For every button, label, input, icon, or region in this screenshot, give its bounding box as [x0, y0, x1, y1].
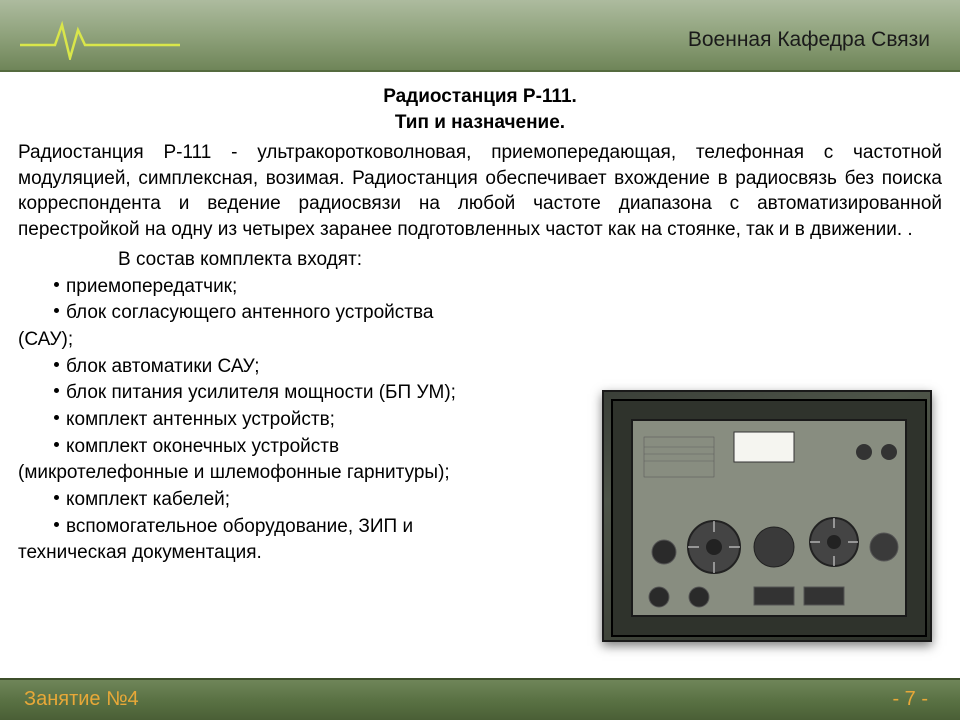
footer-lesson: Занятие №4 [24, 688, 139, 711]
title-line-1: Радиостанция Р-111. [18, 86, 942, 108]
list-item: блок согласующего антенного устройства [18, 301, 538, 326]
bullet-icon [54, 442, 59, 447]
list-item: приемопередатчик; [18, 275, 538, 300]
list-item: комплект оконечных устройств [18, 435, 538, 460]
bullet-icon [54, 308, 59, 313]
bullet-icon [54, 495, 59, 500]
list-item-text: комплект антенных устройств; [66, 409, 335, 430]
list-item-text: вспомогательное оборудование, ЗИП и [66, 516, 413, 537]
list-item: комплект кабелей; [18, 488, 538, 513]
bullet-icon [54, 415, 59, 420]
bullet-icon [54, 522, 59, 527]
ecg-icon [20, 20, 180, 60]
list-item: блок питания усилителя мощности (БП УМ); [18, 381, 538, 406]
list-item-text: блок согласующего антенного устройства [66, 302, 433, 323]
description-paragraph: Радиостанция Р-111 - ультракоротковолнов… [18, 140, 942, 243]
equipment-image [602, 390, 932, 642]
list-item-text: комплект кабелей; [66, 489, 230, 510]
slide-footer: Занятие №4 - 7 - [0, 678, 960, 720]
footer-page: - 7 - [892, 688, 928, 711]
list-item-text: блок питания усилителя мощности (БП УМ); [66, 382, 456, 403]
list-item-continuation: (САУ); [18, 328, 538, 353]
header-title: Военная Кафедра Связи [688, 28, 930, 52]
list-item-text: комплект оконечных устройств [66, 436, 339, 457]
bullet-icon [54, 362, 59, 367]
list-item: вспомогательное оборудование, ЗИП и [18, 515, 538, 540]
title-line-2: Тип и назначение. [18, 112, 942, 134]
list-item-continuation: техническая документация. [18, 541, 538, 566]
list-intro: В состав комплекта входят: [118, 249, 942, 271]
list-item: блок автоматики САУ; [18, 355, 538, 380]
slide-header: Военная Кафедра Связи [0, 0, 960, 72]
list-item-text: приемопередатчик; [66, 276, 237, 297]
bullet-icon [54, 388, 59, 393]
bullet-icon [54, 282, 59, 287]
list-item: комплект антенных устройств; [18, 408, 538, 433]
list-item-continuation: (микротелефонные и шлемофонные гарнитуры… [18, 461, 538, 486]
list-item-text: блок автоматики САУ; [66, 356, 260, 377]
